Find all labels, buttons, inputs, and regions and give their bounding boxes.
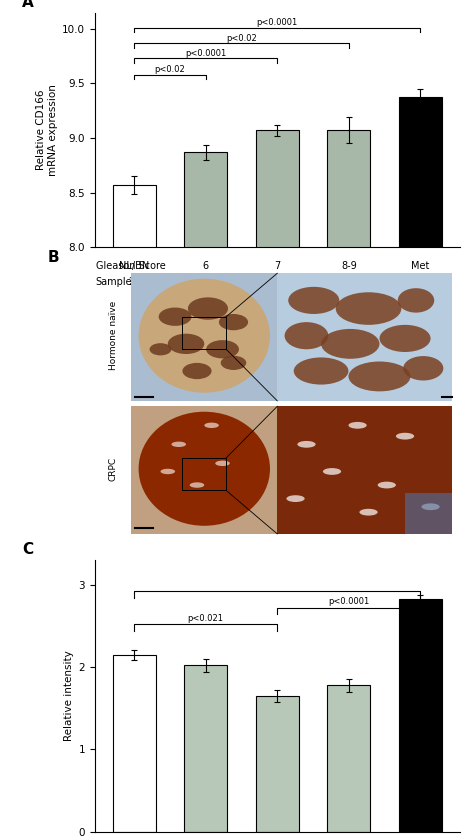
Ellipse shape [138, 279, 270, 393]
Bar [256, 130, 299, 840]
FancyBboxPatch shape [405, 493, 453, 534]
Ellipse shape [380, 325, 430, 352]
Text: 6: 6 [203, 261, 209, 271]
Text: p<0.02: p<0.02 [155, 66, 185, 74]
Bar [277, 273, 453, 401]
Ellipse shape [284, 322, 328, 349]
Ellipse shape [159, 307, 191, 326]
Text: p<0.0001: p<0.0001 [185, 49, 227, 58]
Text: 15: 15 [343, 276, 355, 286]
Ellipse shape [378, 481, 396, 488]
Bar [277, 407, 453, 534]
Bar [182, 317, 226, 349]
Text: B: B [47, 250, 59, 265]
Text: A: A [22, 0, 34, 10]
Text: NL/BN: NL/BN [119, 261, 149, 271]
Ellipse shape [161, 469, 175, 475]
Text: p<0.0001: p<0.0001 [328, 597, 369, 606]
Text: Samples: Samples [96, 276, 137, 286]
Bar [131, 407, 453, 534]
Ellipse shape [359, 509, 378, 516]
Text: p<0.02: p<0.02 [226, 34, 257, 43]
Text: C: C [22, 543, 33, 558]
Ellipse shape [168, 333, 204, 354]
Bar [184, 665, 227, 832]
Ellipse shape [182, 363, 211, 379]
Bar [328, 130, 370, 840]
Ellipse shape [396, 433, 414, 439]
Ellipse shape [294, 358, 348, 385]
Ellipse shape [321, 329, 380, 359]
Text: p<0.0001: p<0.0001 [256, 18, 298, 28]
Ellipse shape [149, 344, 172, 355]
Ellipse shape [403, 356, 443, 381]
Ellipse shape [221, 355, 246, 370]
Text: 29: 29 [128, 276, 140, 286]
Text: 7: 7 [274, 261, 281, 271]
Ellipse shape [172, 442, 186, 447]
Ellipse shape [204, 423, 219, 428]
Text: 8-9: 8-9 [341, 261, 357, 271]
Bar [131, 273, 453, 401]
Ellipse shape [336, 292, 401, 325]
Text: CRPC: CRPC [109, 457, 118, 480]
Bar [256, 696, 299, 832]
Text: p<0.021: p<0.021 [188, 613, 224, 622]
Text: Gleason Score: Gleason Score [96, 261, 165, 271]
Bar [399, 97, 442, 840]
Y-axis label: Relative CD166
mRNA expression: Relative CD166 mRNA expression [36, 84, 58, 176]
Ellipse shape [215, 460, 230, 466]
Ellipse shape [206, 340, 239, 359]
Bar [328, 685, 370, 832]
Ellipse shape [188, 297, 228, 320]
Ellipse shape [286, 496, 305, 502]
Text: 17: 17 [414, 276, 427, 286]
Bar [113, 185, 155, 840]
Ellipse shape [138, 412, 270, 526]
Y-axis label: Relative intensity: Relative intensity [64, 650, 74, 741]
Text: Met: Met [411, 261, 429, 271]
Bar [184, 152, 227, 840]
Ellipse shape [219, 314, 248, 330]
Bar [113, 654, 155, 832]
Ellipse shape [323, 468, 341, 475]
Ellipse shape [348, 361, 410, 391]
Ellipse shape [288, 286, 339, 314]
Text: 74: 74 [271, 276, 283, 286]
Bar [182, 458, 226, 491]
Ellipse shape [297, 441, 316, 448]
Ellipse shape [190, 482, 204, 488]
Text: 41: 41 [200, 276, 212, 286]
Ellipse shape [398, 288, 434, 312]
Ellipse shape [421, 503, 440, 510]
Ellipse shape [348, 422, 367, 428]
Bar [399, 599, 442, 832]
Text: Hormone naïve: Hormone naïve [109, 301, 118, 370]
